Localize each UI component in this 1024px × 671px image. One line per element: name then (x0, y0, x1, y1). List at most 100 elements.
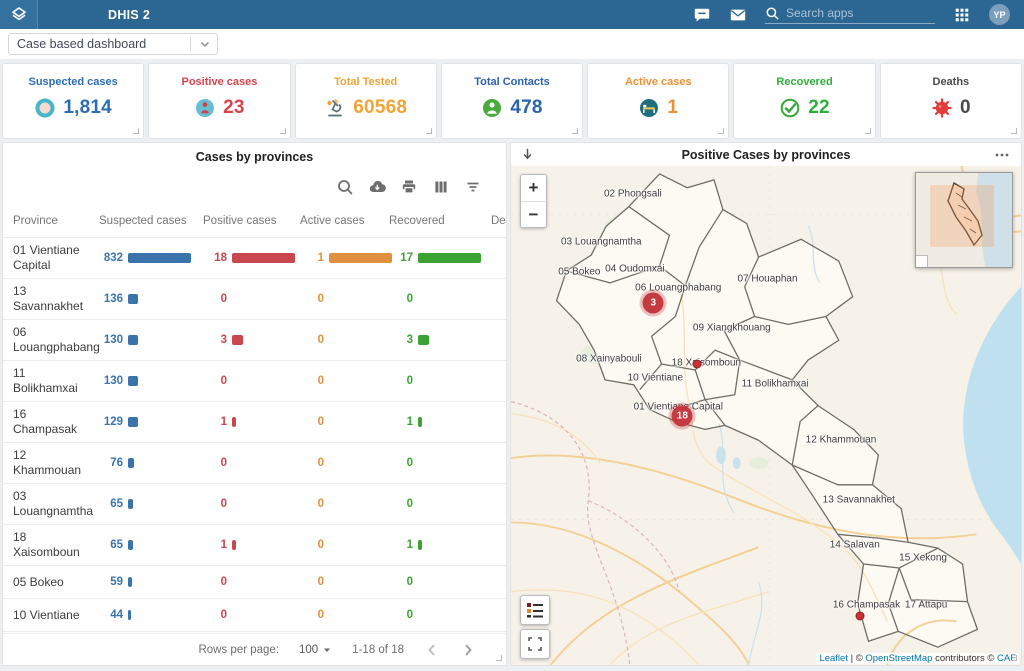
zoom-in-button[interactable]: + (521, 175, 546, 201)
dashboard-selector[interactable]: Case based dashboard (8, 33, 218, 55)
overview-minimap[interactable] (915, 172, 1013, 268)
value-bar (128, 577, 132, 587)
table-row[interactable]: 03 Louangnamtha650000 (3, 484, 506, 525)
province-cell: 18 Xaisomboun (13, 525, 99, 565)
leaflet-map[interactable]: 02 Phongsali03 Louangnamtha05 Bokeo04 Ou… (511, 166, 1021, 665)
suspected-cell: 59 (99, 576, 203, 588)
search-icon[interactable] (336, 178, 354, 196)
search-apps-input[interactable] (786, 6, 926, 20)
suspected-cell: 136 (99, 293, 203, 305)
column-header-deaths[interactable]: Deaths (491, 215, 506, 227)
mail-icon[interactable] (729, 6, 747, 24)
value-bar (418, 540, 422, 550)
value-bar (329, 253, 392, 263)
map-panel-header: Positive Cases by provinces (511, 143, 1021, 166)
table-toolbar (3, 164, 506, 204)
table-rows: 01 Vientiane Capital83218117013 Savannak… (3, 238, 506, 633)
province-label-07-houaphan: 07 Houaphan (737, 273, 797, 284)
person-red-icon (194, 97, 216, 119)
stat-card-title: Suspected cases (29, 76, 118, 88)
column-header-positive[interactable]: Positive cases (203, 215, 300, 227)
resize-handle-icon[interactable] (280, 128, 286, 134)
deaths-cell: 0 (491, 576, 506, 588)
suspected-cell: 130 (99, 334, 203, 346)
cloud-download-icon[interactable] (368, 178, 386, 196)
suspected-cell: 65 (99, 498, 203, 510)
value-bar (232, 253, 295, 263)
stat-card-recovered: Recovered22 (733, 63, 875, 139)
recovered-cell: 3 (389, 334, 491, 346)
avatar[interactable]: YP (989, 4, 1010, 25)
resize-handle-icon[interactable] (496, 655, 502, 661)
table-row[interactable]: 05 Bokeo590000 (3, 566, 506, 599)
messages-icon[interactable] (693, 6, 711, 24)
positive-cell: 3 (203, 334, 300, 346)
more-options-icon[interactable] (993, 146, 1011, 164)
table-row[interactable]: 10 Vientiane440000 (3, 599, 506, 632)
table-row[interactable]: 11 Bolikhamxai1300000 (3, 361, 506, 402)
dashboard-panels: Cases by provinces ProvinceSuspected cas… (2, 142, 1022, 666)
table-row[interactable]: 16 Champasak1291010 (3, 402, 506, 443)
suspected-cell: 76 (99, 457, 203, 469)
stat-cards-row: Suspected cases1,814Positive cases23Tota… (2, 63, 1022, 139)
dhis2-logo[interactable] (0, 0, 38, 29)
recovered-cell: 1 (389, 416, 491, 428)
resize-handle-icon[interactable] (426, 128, 432, 134)
apps-grid-icon[interactable] (953, 6, 971, 24)
previous-page-button[interactable] (424, 642, 440, 658)
table-panel-title: Cases by provinces (3, 143, 506, 164)
case-dot-marker[interactable] (856, 611, 865, 620)
dhis2-logo-icon (9, 5, 29, 25)
deaths-cell: 0 (491, 539, 506, 551)
rows-per-page-select[interactable]: 100 (299, 644, 332, 656)
filter-icon[interactable] (464, 178, 482, 196)
province-label-11-bolikhamxai: 11 Bolikhamxai (742, 379, 809, 390)
table-row[interactable]: 13 Savannakhet1360000 (3, 279, 506, 320)
leaflet-link[interactable]: Leaflet (819, 653, 848, 664)
value-bar (418, 417, 422, 427)
resize-handle-icon[interactable] (865, 128, 871, 134)
value-bar (128, 458, 134, 468)
print-icon[interactable] (400, 178, 418, 196)
table-row[interactable]: 01 Vientiane Capital832181170 (3, 238, 506, 279)
legend-button[interactable] (520, 595, 550, 625)
table-row[interactable]: 18 Xaisomboun651010 (3, 525, 506, 566)
chevron-down-icon (197, 38, 213, 50)
value-bar (128, 499, 133, 509)
search-icon[interactable] (765, 6, 780, 21)
positive-cell: 0 (203, 609, 300, 621)
osm-link[interactable]: OpenStreetMap (865, 653, 932, 664)
resize-handle-icon[interactable] (1011, 128, 1017, 134)
zoom-out-button[interactable]: − (521, 201, 546, 227)
province-cell: 13 Savannakhet (13, 279, 99, 319)
column-header-suspected[interactable]: Suspected cases (99, 215, 203, 227)
province-cell: 06 Louangphabang (13, 320, 99, 360)
table-row[interactable]: 12 Khammouan760000 (3, 443, 506, 484)
province-label-06-louangphabang: 06 Louangphabang (635, 282, 721, 293)
column-header-recovered[interactable]: Recovered (389, 215, 491, 227)
column-header-active[interactable]: Active cases (300, 215, 389, 227)
case-cluster-marker[interactable]: 18 (672, 405, 693, 426)
columns-icon[interactable] (432, 178, 450, 196)
resize-handle-icon[interactable] (1011, 655, 1017, 661)
province-label-12-khammouan: 12 Khammouan (806, 435, 877, 446)
table-row[interactable]: 06 Louangphabang1303030 (3, 320, 506, 361)
column-header-province[interactable]: Province (13, 215, 99, 227)
next-page-button[interactable] (460, 642, 476, 658)
resize-handle-icon[interactable] (133, 128, 139, 134)
app-title: DHIS 2 (108, 8, 150, 22)
recovered-cell: 17 (389, 252, 491, 264)
value-bar (128, 376, 138, 386)
resize-handle-icon[interactable] (718, 128, 724, 134)
deaths-cell: 0 (491, 375, 506, 387)
province-cell: 03 Louangnamtha (13, 484, 99, 524)
cases-by-provinces-panel: Cases by provinces ProvinceSuspected cas… (2, 142, 507, 666)
case-cluster-marker[interactable]: 3 (643, 292, 664, 313)
suspected-cell: 832 (99, 252, 203, 264)
fullscreen-button[interactable] (520, 629, 550, 659)
resize-handle-icon[interactable] (572, 128, 578, 134)
case-dot-marker[interactable] (693, 360, 702, 369)
minimap-toggle-button[interactable] (916, 255, 928, 267)
download-arrow-icon[interactable] (519, 146, 536, 163)
active-cell: 0 (300, 609, 389, 621)
